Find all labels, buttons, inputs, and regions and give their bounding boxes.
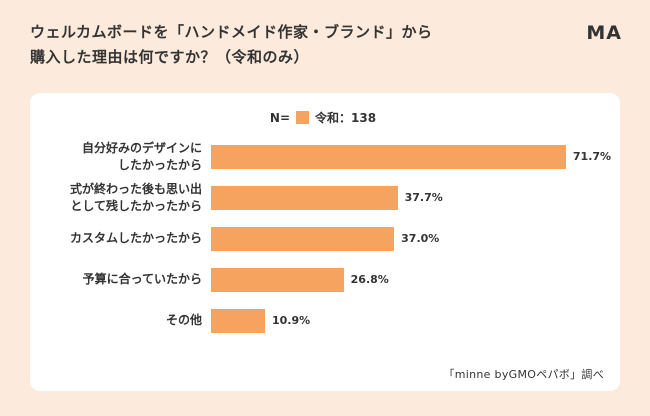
bar-category-label: 自分好みのデザインに したかったから bbox=[81, 141, 202, 172]
bar-area: 71.7% bbox=[211, 144, 612, 169]
ma-tag: MA bbox=[586, 22, 622, 44]
bar-value-label: 37.7% bbox=[404, 191, 443, 204]
bar-value-label: 26.8% bbox=[350, 273, 389, 286]
bar-row: 予算に合っていたから 26.8% bbox=[40, 259, 606, 300]
bar-row: 式が終わった後も思い出 として残したかったから 37.7% bbox=[40, 177, 606, 218]
legend-series-label: 令和：138 bbox=[315, 111, 377, 125]
chart-title: ウェルカムボードを「ハンドメイド作家・ブランド」から 購入した理由は何ですか？（… bbox=[30, 23, 433, 66]
bar-row: カスタムしたかったから 37.0% bbox=[40, 218, 606, 259]
bar bbox=[211, 226, 395, 251]
legend-n-label: N= bbox=[269, 110, 291, 125]
bar-area: 37.7% bbox=[211, 185, 606, 210]
header: ウェルカムボードを「ハンドメイド作家・ブランド」から 購入した理由は何ですか？（… bbox=[0, 0, 650, 70]
chart-legend: N= 令和：138 bbox=[40, 109, 606, 126]
chart-card: N= 令和：138 自分好みのデザインに したかったから 71.7% 式が終わった後… bbox=[30, 93, 620, 391]
bar-area: 10.9% bbox=[211, 308, 606, 333]
source-credit: 「minne byGMOペパボ」調べ bbox=[443, 368, 604, 381]
bar bbox=[211, 144, 566, 169]
bar-row: 自分好みのデザインに したかったから 71.7% bbox=[40, 136, 611, 177]
bar-category-label: 予算に合っていたから bbox=[82, 272, 202, 287]
legend-swatch-icon bbox=[296, 111, 310, 124]
bar-category-label: 式が終わった後も思い出 として残したかったから bbox=[69, 182, 202, 213]
bar bbox=[211, 267, 344, 292]
bar-category-label: その他 bbox=[165, 313, 202, 328]
bar bbox=[211, 185, 398, 210]
bar-value-label: 10.9% bbox=[271, 314, 311, 327]
bar-area: 37.0% bbox=[211, 226, 606, 251]
bar-value-label: 37.0% bbox=[401, 232, 440, 245]
bar-row: その他 10.9% bbox=[40, 300, 606, 341]
bar bbox=[211, 308, 265, 333]
bar-value-label: 71.7% bbox=[572, 150, 612, 163]
bar-rows: 自分好みのデザインに したかったから 71.7% 式が終わった後も思い出 として残し… bbox=[40, 136, 611, 341]
bar-category-label: カスタムしたかったから bbox=[69, 231, 202, 246]
bar-area: 26.8% bbox=[211, 267, 606, 292]
